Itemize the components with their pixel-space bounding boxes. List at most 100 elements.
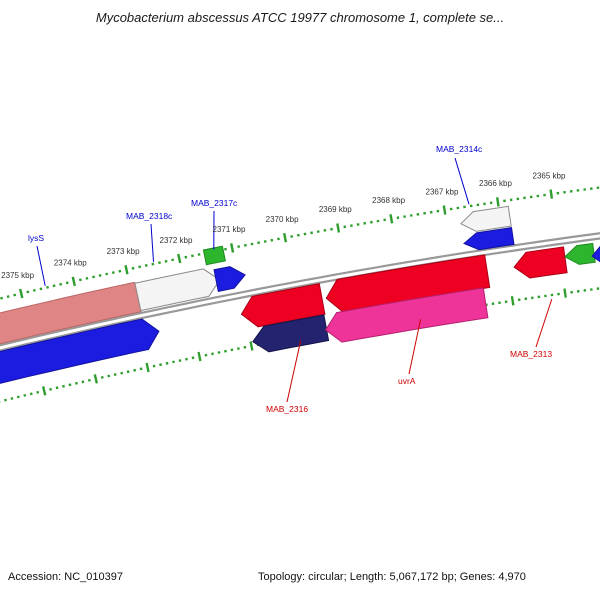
ruler-minor-tick — [596, 287, 600, 290]
tick-label: 2375 kbp — [1, 271, 34, 280]
feature-label-uvrA[interactable]: uvrA — [398, 376, 416, 386]
ruler-minor-tick — [178, 359, 182, 362]
ruler-minor-tick — [23, 394, 27, 397]
ruler-minor-tick — [277, 237, 280, 241]
feature-MAB_2314c[interactable] — [460, 205, 512, 232]
ruler-minor-tick — [509, 198, 513, 202]
ruler-minor-tick — [376, 219, 380, 223]
ruler-minor-tick — [184, 255, 188, 259]
ruler-minor-tick — [237, 245, 241, 248]
ruler-minor-tick — [536, 194, 540, 198]
ruler-minor-tick — [330, 227, 333, 231]
ruler-minor-tick — [596, 186, 600, 190]
ruler-major-tick — [145, 362, 150, 373]
tick-label: 2369 kbp — [319, 205, 352, 214]
ruler-minor-tick — [237, 347, 240, 350]
ruler-minor-tick — [78, 278, 82, 282]
ruler-major-tick — [336, 223, 341, 233]
ruler-minor-tick — [396, 216, 400, 220]
backbone-line — [0, 232, 600, 347]
feature-label-lysS[interactable]: lysS — [28, 233, 44, 243]
feature-label-MAB_2317c[interactable]: MAB_2317c — [191, 198, 238, 208]
ruler-minor-tick — [290, 235, 294, 238]
ruler-minor-tick — [16, 395, 20, 399]
ruler-minor-tick — [120, 371, 124, 375]
leader-line-MAB_2313 — [535, 298, 553, 348]
ruler-major-tick — [177, 253, 182, 264]
ruler-minor-tick — [556, 191, 560, 195]
ruler-major-tick — [389, 214, 394, 224]
accession-text: Accession: NC_010397 — [8, 571, 123, 583]
tick-label: 2365 kbp — [533, 171, 566, 180]
ruler-minor-tick — [583, 289, 587, 292]
ruler-minor-tick — [570, 290, 573, 294]
ruler-minor-tick — [105, 272, 109, 276]
ruler-minor-tick — [436, 209, 440, 213]
feature-MAB_2316[interactable] — [252, 314, 330, 353]
feature-label-MAB_2318c[interactable]: MAB_2318c — [126, 211, 173, 221]
ruler-minor-tick — [98, 274, 102, 277]
ruler-minor-tick — [543, 193, 546, 197]
tick-label: 2371 kbp — [213, 225, 246, 234]
ruler-minor-tick — [243, 345, 247, 349]
feature-blue_cds_right[interactable] — [591, 235, 600, 267]
topology-text: Topology: circular; Length: 5,067,172 bp… — [258, 571, 526, 583]
ruler-minor-tick — [350, 224, 353, 227]
tick-label: 2372 kbp — [160, 236, 193, 245]
feature-green_block_left[interactable] — [202, 245, 226, 266]
ruler-major-tick — [19, 288, 24, 299]
ruler-minor-tick — [224, 247, 227, 251]
ruler-minor-tick — [152, 364, 156, 368]
feature-MAB_2318c[interactable] — [134, 268, 221, 312]
ruler-minor-tick — [529, 195, 533, 199]
ruler-minor-tick — [185, 357, 188, 361]
ruler-minor-tick — [197, 253, 201, 256]
ruler-minor-tick — [409, 214, 413, 217]
ruler-minor-tick — [524, 297, 528, 301]
feature-label-MAB_2316[interactable]: MAB_2316 — [266, 404, 308, 414]
ruler-minor-tick — [323, 229, 327, 232]
ruler-minor-tick — [316, 230, 320, 233]
ruler-minor-tick — [211, 352, 214, 356]
ruler-minor-tick — [81, 380, 85, 384]
ruler-minor-tick — [85, 277, 89, 280]
feature-uvrA[interactable] — [324, 287, 489, 343]
ruler-major-tick — [563, 288, 567, 298]
ruler-minor-tick — [356, 223, 360, 226]
ruler-major-tick — [230, 243, 235, 253]
feature-MAB_2313[interactable] — [513, 246, 568, 279]
ruler-minor-tick — [463, 205, 466, 209]
ruler-minor-tick — [144, 264, 148, 267]
backbone-line — [0, 237, 600, 352]
feature-label-MAB_2314c[interactable]: MAB_2314c — [436, 144, 483, 154]
ruler-minor-tick — [26, 290, 30, 294]
ruler-minor-tick — [107, 374, 111, 378]
ruler-minor-tick — [6, 295, 10, 298]
tick-label: 2373 kbp — [107, 247, 140, 256]
features — [0, 205, 600, 394]
ruler-minor-tick — [87, 378, 91, 382]
ruler-minor-tick — [590, 288, 593, 291]
feature-green_cds_right[interactable] — [564, 242, 596, 265]
ruler-minor-tick — [503, 199, 506, 203]
ruler-minor-tick — [65, 281, 69, 285]
ruler-minor-tick — [75, 381, 78, 385]
feature-label-MAB_2313[interactable]: MAB_2313 — [510, 349, 552, 359]
feature-blue_cds_mid[interactable] — [463, 227, 515, 251]
ruler-minor-tick — [204, 353, 208, 357]
ruler-minor-tick — [569, 190, 573, 193]
ruler-minor-tick — [118, 269, 122, 273]
feature-blue_cds_left[interactable] — [0, 318, 160, 394]
ruler-major-tick — [197, 351, 202, 362]
ruler-minor-tick — [191, 356, 195, 360]
ruler-labels: 2365 kbp 2366 kbp 2367 kbp 2368 kbp 2369 kbp… — [1, 171, 566, 280]
feature-MAB_2317c[interactable] — [213, 266, 246, 292]
ruler-minor-tick — [476, 203, 480, 207]
leader-line-MAB_2318c — [150, 223, 154, 262]
ruler-minor-tick — [403, 215, 406, 218]
ruler-minor-tick — [263, 240, 267, 243]
ruler-minor-tick — [55, 386, 59, 390]
leader-line-MAB_2316 — [286, 340, 302, 403]
tick-label: 2374 kbp — [54, 259, 87, 268]
